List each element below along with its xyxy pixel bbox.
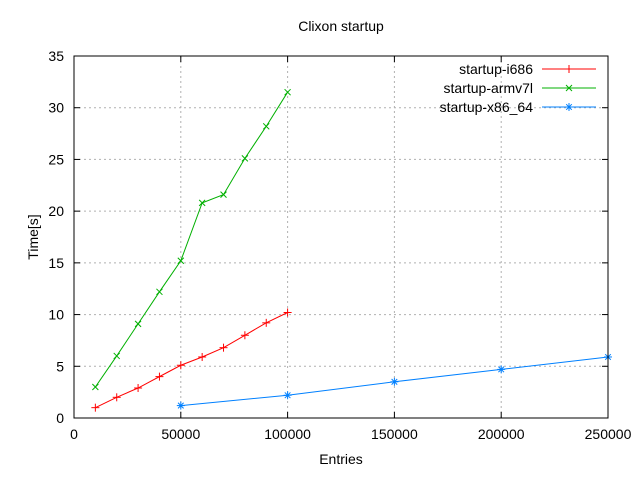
x-tick-label: 250000 bbox=[585, 426, 632, 442]
marker-stroke bbox=[565, 103, 573, 111]
legend-entry: startup-x86_64 bbox=[440, 99, 596, 115]
y-tick-label: 20 bbox=[48, 203, 64, 219]
data-point-marker-plus bbox=[112, 393, 121, 402]
legend-layer: startup-i686 startup-armv7l startup-x86_64 bbox=[440, 61, 596, 115]
marker-stroke bbox=[113, 352, 121, 360]
data-point-marker-cross bbox=[262, 122, 270, 130]
marker-stroke bbox=[177, 402, 184, 409]
marker-stroke bbox=[134, 320, 142, 328]
data-point-marker-plus bbox=[283, 308, 292, 317]
data-point-marker-cross bbox=[241, 155, 249, 162]
x-tick-label: 50000 bbox=[161, 426, 200, 442]
y-axis-label: Time[s] bbox=[25, 214, 41, 259]
data-point-marker-plus bbox=[240, 331, 249, 340]
x-tick-label: 0 bbox=[70, 426, 78, 442]
data-point-marker-plus bbox=[155, 372, 164, 381]
data-point-marker-cross bbox=[156, 288, 163, 296]
data-point-marker-cross bbox=[198, 199, 206, 207]
x-tick-label: 100000 bbox=[264, 426, 311, 442]
y-tick-label: 30 bbox=[48, 100, 64, 116]
marker-stroke bbox=[92, 383, 99, 391]
marker-stroke bbox=[177, 257, 185, 265]
marker-stroke bbox=[284, 88, 291, 96]
marker-stroke bbox=[565, 84, 573, 92]
y-tick-label: 5 bbox=[56, 358, 64, 374]
data-point-marker-cross bbox=[177, 257, 185, 265]
data-point-marker-plus bbox=[262, 318, 271, 327]
series-layer bbox=[91, 88, 612, 412]
marker-stroke bbox=[498, 366, 505, 373]
marker-stroke bbox=[284, 392, 291, 399]
data-point-marker-plus bbox=[198, 352, 207, 361]
legend-label: startup-armv7l bbox=[444, 80, 533, 96]
plot-border bbox=[73, 55, 609, 419]
data-point-marker-cross bbox=[220, 191, 227, 198]
data-point-marker-asterisk bbox=[176, 401, 185, 410]
marker-stroke bbox=[262, 122, 270, 130]
data-point-marker-cross bbox=[113, 352, 121, 360]
marker-stroke bbox=[241, 155, 249, 162]
y-tick-label: 0 bbox=[56, 410, 64, 426]
x-tick-label: 150000 bbox=[371, 426, 418, 442]
marker-stroke bbox=[198, 199, 206, 207]
x-tick-label: 200000 bbox=[478, 426, 525, 442]
series-line-startup-armv7l bbox=[94, 91, 289, 388]
axes-layer: 0 50000 100000 150000 200000 250000 0 5 10 15 20 25… bbox=[48, 48, 631, 442]
x-axis-label: Entries bbox=[319, 451, 363, 467]
series-line-startup-i686 bbox=[95, 312, 288, 409]
data-point-marker-cross bbox=[92, 383, 99, 391]
legend-label: startup-x86_64 bbox=[440, 99, 534, 115]
legend-label: startup-i686 bbox=[459, 61, 533, 77]
data-point-marker-asterisk bbox=[283, 391, 292, 400]
data-point-marker-plus bbox=[91, 403, 100, 412]
y-tick-label: 10 bbox=[48, 307, 64, 323]
legend-entry: startup-armv7l bbox=[444, 80, 596, 96]
y-tick-label: 25 bbox=[48, 151, 64, 167]
marker-stroke bbox=[220, 191, 227, 198]
marker-stroke bbox=[156, 288, 163, 296]
data-point-marker-plus bbox=[219, 343, 228, 352]
y-tick-label: 15 bbox=[48, 255, 64, 271]
chart-title: Clixon startup bbox=[298, 18, 384, 34]
data-point-marker-plus bbox=[176, 361, 185, 370]
data-point-marker-cross bbox=[565, 84, 573, 92]
data-point-marker-asterisk bbox=[565, 103, 573, 111]
marker-stroke bbox=[391, 378, 398, 385]
data-point-marker-cross bbox=[134, 320, 142, 328]
legend-entry: startup-i686 bbox=[459, 61, 596, 77]
data-point-marker-cross bbox=[284, 88, 291, 96]
data-point-marker-plus bbox=[134, 384, 143, 393]
data-point-marker-asterisk bbox=[390, 377, 399, 386]
y-tick-label: 35 bbox=[48, 48, 64, 64]
data-point-marker-asterisk bbox=[497, 365, 506, 374]
data-point-marker-plus bbox=[565, 65, 573, 73]
